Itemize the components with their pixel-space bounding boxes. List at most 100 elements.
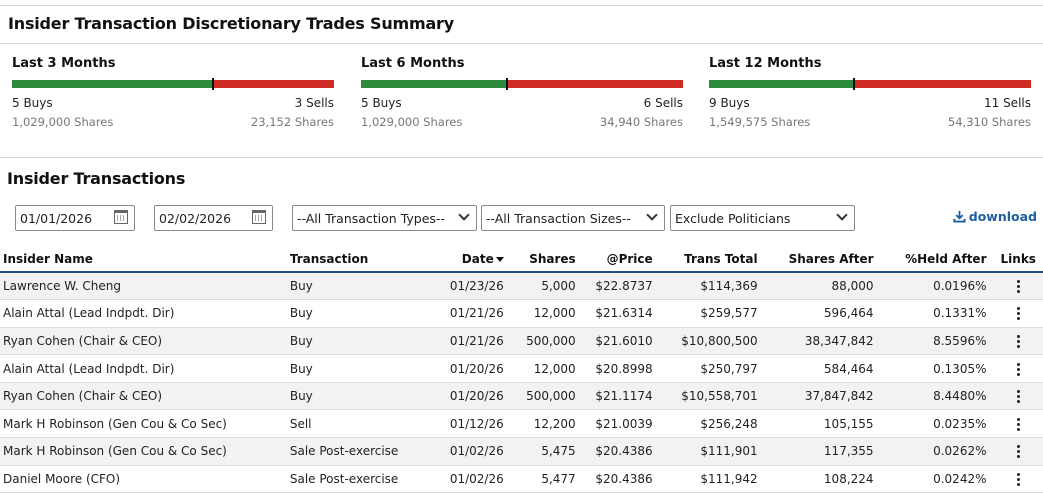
download-label: download <box>968 209 1037 224</box>
bar-marker <box>852 78 855 90</box>
transaction-size-select[interactable]: --All Transaction Sizes-- <box>481 205 665 231</box>
cell-trans-total: $114,369 <box>659 272 765 301</box>
cell-date: 01/12/26 <box>416 409 511 439</box>
period-label: Last 3 Months <box>12 56 116 71</box>
cell-insider-name[interactable]: Mark H Robinson (Gen Cou & Co Sec) <box>0 437 287 466</box>
sell-count: 11 Sells <box>983 96 1031 110</box>
cell-price: $21.0039 <box>582 409 660 439</box>
col-insider-name[interactable]: Insider Name <box>0 247 287 273</box>
cell-shares: 500,000 <box>510 382 583 411</box>
cell-insider-name[interactable]: Lawrence W. Cheng <box>0 272 287 301</box>
politicians-value: Exclude Politicians <box>675 210 791 226</box>
politicians-select[interactable]: Exclude Politicians <box>670 205 855 231</box>
cell-price: $22.8737 <box>582 272 660 301</box>
cell-price: $21.6010 <box>582 327 660 356</box>
cell-insider-name[interactable]: Alain Attal (Lead Indpdt. Dir) <box>0 299 287 328</box>
transaction-type-select[interactable]: --All Transaction Types-- <box>292 205 477 231</box>
buy-shares: 1,029,000 Shares <box>12 115 114 129</box>
cell-shares-after: 37,847,842 <box>764 382 881 411</box>
cell-shares-after: 105,155 <box>764 409 881 439</box>
chevron-down-icon <box>836 209 848 221</box>
more-options-icon[interactable] <box>1016 334 1020 348</box>
cell-insider-name[interactable]: Ryan Cohen (Chair & CEO) <box>0 327 287 356</box>
col-date[interactable]: Date <box>416 247 511 273</box>
cell-held-after: 0.1305% <box>880 354 994 383</box>
cell-insider-name[interactable]: Alain Attal (Lead Indpdt. Dir) <box>0 354 287 383</box>
sell-shares: 23,152 Shares <box>250 115 334 129</box>
sell-segment <box>213 80 334 88</box>
more-options-icon[interactable] <box>1016 307 1020 321</box>
col-trans-total[interactable]: Trans Total <box>659 247 765 273</box>
chevron-down-icon <box>646 209 658 221</box>
cell-transaction: Sell <box>286 409 417 439</box>
cell-held-after: 0.0196% <box>880 272 994 301</box>
cell-transaction: Buy <box>286 299 417 328</box>
transaction-type-value: --All Transaction Types-- <box>297 210 445 226</box>
more-options-icon[interactable] <box>1016 472 1020 486</box>
period-12-months: Last 12 Months 9 Buys 11 Sells 1,549,575 … <box>709 56 1031 129</box>
col-held-after[interactable]: %Held After <box>880 247 994 273</box>
table-row: Mark H Robinson (Gen Cou & Co Sec) Sell 01… <box>0 409 1043 439</box>
cell-trans-total: $10,558,701 <box>659 382 765 411</box>
cell-trans-total: $259,577 <box>659 299 765 328</box>
col-shares-after[interactable]: Shares After <box>764 247 881 273</box>
buy-sell-bar <box>361 78 683 90</box>
table-row: Alain Attal (Lead Indpdt. Dir) Buy 01/20/2… <box>0 354 1043 383</box>
cell-shares-after: 117,355 <box>764 437 881 466</box>
cell-date: 01/02/26 <box>416 465 511 494</box>
cell-insider-name[interactable]: Daniel Moore (CFO) <box>0 465 287 494</box>
buy-count: 9 Buys <box>709 96 750 110</box>
cell-shares: 500,000 <box>510 327 583 356</box>
sell-count: 6 Sells <box>643 96 683 110</box>
cell-price: $20.4386 <box>582 437 660 466</box>
cell-date: 01/21/26 <box>416 299 511 328</box>
calendar-icon[interactable] <box>252 210 266 224</box>
more-options-icon[interactable] <box>1016 445 1020 459</box>
sell-count: 3 Sells <box>294 96 334 110</box>
period-label: Last 6 Months <box>361 56 465 71</box>
calendar-icon[interactable] <box>114 210 128 224</box>
cell-date: 01/20/26 <box>416 382 511 411</box>
buy-count: 5 Buys <box>12 96 53 110</box>
cell-insider-name[interactable]: Mark H Robinson (Gen Cou & Co Sec) <box>0 409 287 439</box>
cell-transaction: Sale Post-exercise <box>286 437 417 466</box>
cell-date: 01/21/26 <box>416 327 511 356</box>
cell-links <box>993 382 1043 411</box>
cell-links <box>993 272 1043 301</box>
cell-date: 01/02/26 <box>416 437 511 466</box>
cell-links <box>993 409 1043 439</box>
buy-shares: 1,029,000 Shares <box>361 115 463 129</box>
cell-transaction: Buy <box>286 382 417 411</box>
col-price[interactable]: @Price <box>582 247 660 273</box>
transactions-table: Insider Name Transaction Date Shares @Pr… <box>0 247 1043 494</box>
more-options-icon[interactable] <box>1016 362 1020 376</box>
sell-shares: 54,310 Shares <box>947 115 1031 129</box>
cell-shares: 12,000 <box>510 354 583 383</box>
buy-sell-bar <box>709 78 1031 90</box>
cell-insider-name[interactable]: Ryan Cohen (Chair & CEO) <box>0 382 287 411</box>
cell-held-after: 8.4480% <box>880 382 994 411</box>
sell-segment <box>853 80 1031 88</box>
cell-held-after: 8.5596% <box>880 327 994 356</box>
download-link[interactable]: download <box>953 209 1037 224</box>
sell-shares: 34,940 Shares <box>599 115 683 129</box>
col-transaction[interactable]: Transaction <box>286 247 417 273</box>
cell-held-after: 0.0235% <box>880 409 994 439</box>
cell-links <box>993 327 1043 356</box>
table-row: Daniel Moore (CFO) Sale Post-exercise 01/0… <box>0 465 1043 494</box>
col-shares[interactable]: Shares <box>510 247 583 273</box>
date-from-input[interactable]: 01/01/2026 <box>15 205 135 231</box>
buy-segment <box>12 80 214 88</box>
cell-transaction: Buy <box>286 354 417 383</box>
download-icon <box>953 210 966 223</box>
date-to-value: 02/02/2026 <box>159 210 232 226</box>
date-to-input[interactable]: 02/02/2026 <box>154 205 273 231</box>
cell-date: 01/20/26 <box>416 354 511 383</box>
cell-price: $21.6314 <box>582 299 660 328</box>
more-options-icon[interactable] <box>1016 390 1020 404</box>
buy-segment <box>361 80 508 88</box>
col-date-label: Date <box>461 252 494 266</box>
table-row: Alain Attal (Lead Indpdt. Dir) Buy 01/21/2… <box>0 299 1043 328</box>
more-options-icon[interactable] <box>1016 280 1020 294</box>
more-options-icon[interactable] <box>1016 417 1020 431</box>
